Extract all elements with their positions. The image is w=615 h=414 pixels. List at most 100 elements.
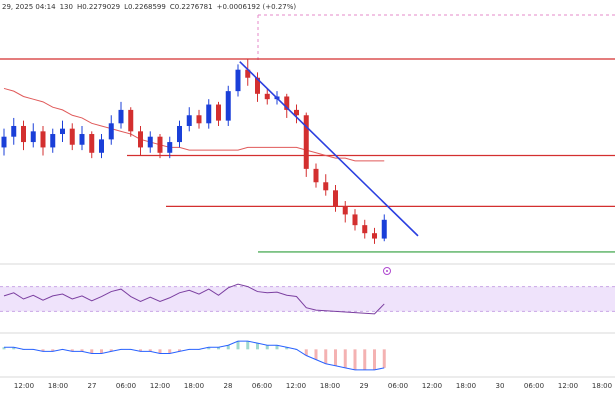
macd-bar — [12, 347, 16, 350]
candle-body — [79, 134, 85, 145]
candle-body — [99, 139, 104, 153]
macd-bar — [178, 349, 181, 352]
header-text: 29, 2025 04:14 — [2, 3, 56, 11]
macd-bar — [109, 349, 113, 352]
macd-bar — [139, 349, 142, 352]
candle-body — [128, 109, 134, 132]
candle-body — [157, 136, 163, 153]
candle-body — [225, 91, 231, 121]
candle-body — [69, 128, 75, 145]
candle-body — [216, 104, 221, 121]
header-text: 130 — [60, 3, 73, 11]
macd-bar — [285, 347, 289, 350]
x-tick-label: 12:00 — [150, 382, 170, 390]
trendline — [239, 61, 419, 237]
x-tick-label: 18:00 — [48, 382, 68, 390]
candle-body — [362, 225, 368, 234]
macd-bar — [246, 341, 250, 350]
candle-body — [235, 69, 241, 92]
candle-body — [206, 104, 212, 124]
candle-body — [255, 77, 260, 94]
candle-body — [372, 233, 377, 239]
x-tick-label: 27 — [88, 382, 97, 390]
macd-bar — [236, 341, 240, 350]
macd-bar — [100, 349, 103, 354]
x-tick-label: 06:00 — [388, 382, 408, 390]
macd-bar — [226, 345, 230, 350]
candle-body — [303, 115, 309, 169]
candle-body — [313, 168, 319, 183]
macd-bar — [51, 349, 55, 352]
alert-icon — [383, 267, 391, 275]
x-tick-label: 18:00 — [592, 382, 612, 390]
candle-body — [264, 93, 270, 100]
macd-bar — [334, 349, 337, 366]
x-tick-label: 18:00 — [456, 382, 476, 390]
candle-body — [21, 125, 26, 143]
x-tick-label: 18:00 — [320, 382, 340, 390]
macd-bar — [207, 347, 211, 350]
candle-body — [284, 96, 290, 110]
rsi-band — [0, 286, 615, 312]
candle-body — [108, 123, 114, 140]
macd-line — [4, 340, 385, 371]
alert-icon — [386, 270, 388, 272]
candle-body — [1, 136, 7, 148]
macd-bar — [382, 349, 386, 368]
moving-average — [3, 87, 385, 162]
candle-body — [118, 109, 124, 124]
candle-body — [294, 109, 299, 116]
macd-bar — [148, 349, 152, 352]
macd-bar — [324, 349, 328, 364]
candle-body — [89, 134, 95, 153]
x-tick-label: 06:00 — [116, 382, 136, 390]
candle-body — [323, 182, 329, 191]
header-text: C0.2276781 — [170, 3, 213, 11]
x-tick-label: 06:00 — [524, 382, 544, 390]
candle-body — [167, 142, 173, 153]
macd-bar — [353, 349, 357, 370]
macd-bar — [217, 347, 220, 350]
candle-body — [30, 131, 36, 143]
macd-bar — [168, 349, 172, 354]
candle-body — [381, 219, 387, 239]
macd-bar — [80, 349, 84, 352]
candle-body — [60, 128, 65, 135]
macd-bar — [2, 347, 6, 350]
candle-body — [333, 190, 338, 207]
x-tick-label: 28 — [224, 382, 233, 390]
x-tick-label: 18:00 — [184, 382, 204, 390]
macd-bar — [70, 349, 74, 352]
candle-body — [40, 131, 46, 148]
x-tick-label: 12:00 — [558, 382, 578, 390]
x-tick-label: 29 — [360, 382, 369, 390]
macd-bar — [256, 343, 259, 350]
candle-body — [186, 115, 192, 126]
macd-bar — [373, 349, 376, 370]
header-text: H0.2279029 — [77, 3, 120, 11]
macd-bar — [158, 349, 162, 354]
candle-body — [196, 115, 202, 124]
candle-body — [138, 131, 143, 148]
header-text: +0.0006192 (+0.27%) — [217, 3, 297, 11]
macd-bar — [41, 349, 45, 352]
candle-body — [342, 206, 348, 215]
x-tick-label: 30 — [496, 382, 505, 390]
macd-bar — [343, 349, 347, 368]
candle-body — [11, 125, 17, 137]
rsi-line — [3, 283, 385, 315]
x-tick-label: 06:00 — [252, 382, 272, 390]
header-text: L0.2268599 — [124, 3, 166, 11]
macd-bar — [275, 345, 279, 350]
candle-body — [50, 134, 56, 148]
x-tick-label: 12:00 — [422, 382, 442, 390]
candle-body — [352, 214, 358, 226]
macd-bar — [265, 345, 269, 350]
candle-body — [177, 125, 182, 143]
macd-bar — [314, 349, 318, 360]
candle-body — [245, 69, 251, 78]
x-tick-label: 12:00 — [14, 382, 34, 390]
candle-body — [147, 136, 153, 148]
macd-bar — [363, 349, 367, 370]
